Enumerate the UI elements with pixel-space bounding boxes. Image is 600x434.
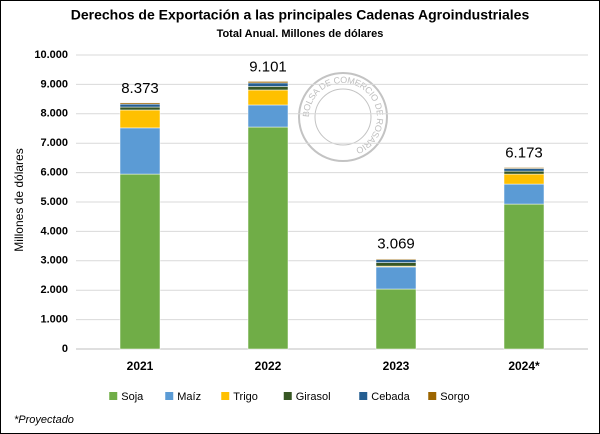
bar-segment	[503, 167, 545, 169]
bar-segment	[503, 183, 545, 205]
bar-segment	[119, 127, 161, 175]
bar-segment	[375, 259, 417, 263]
total-label: 3.069	[377, 236, 415, 253]
footnote: *Proyectado	[14, 414, 74, 426]
chart-subtitle: Total Anual. Millones de dólares	[217, 28, 384, 40]
x-tick-label: 2021	[127, 359, 154, 373]
y-axis-label: Millones de dólares	[12, 148, 26, 251]
total-label: 6.173	[505, 144, 543, 161]
legend-label: Maíz	[177, 391, 201, 403]
x-tick-label: 2024*	[508, 359, 540, 373]
legend-swatch	[165, 392, 174, 400]
bar-segment	[375, 266, 417, 290]
bar-segment	[375, 288, 417, 350]
y-tick-label: 3.000	[40, 255, 68, 267]
bar-segment	[247, 81, 289, 84]
y-tick-label: 7.000	[40, 137, 68, 149]
bar-segment	[119, 102, 161, 105]
legend-label: Girasol	[296, 391, 331, 403]
bar-segment	[503, 168, 545, 172]
y-tick-label: 1.000	[40, 314, 68, 326]
bar-segment	[119, 106, 161, 111]
legend-label: Trigo	[233, 391, 258, 403]
bar-segment	[375, 262, 417, 267]
bar-segment	[247, 126, 289, 350]
legend-swatch	[109, 392, 118, 400]
bar-segment	[503, 203, 545, 350]
bar-segment	[375, 258, 417, 260]
seal-ring	[298, 72, 388, 162]
total-label: 8.373	[121, 80, 159, 97]
y-tick-label: 0	[62, 343, 68, 355]
y-tick-label: 8.000	[40, 108, 68, 120]
bar-segment	[503, 170, 545, 175]
y-tick-label: 2.000	[40, 284, 68, 296]
legend-swatch	[221, 392, 230, 400]
x-tick-label: 2023	[383, 359, 410, 373]
bar-segment	[247, 104, 289, 128]
legend-label: Sorgo	[440, 391, 469, 403]
y-tick-label: 5.000	[40, 196, 68, 208]
y-tick-label: 6.000	[40, 167, 68, 179]
seal-inner	[314, 88, 372, 146]
x-tick-label: 2022	[255, 359, 282, 373]
chart-title: Derechos de Exportación a las principale…	[71, 7, 530, 23]
legend-label: Cebada	[371, 391, 410, 403]
legend-swatch	[359, 392, 368, 400]
y-tick-label: 10.000	[34, 49, 68, 61]
bar-segment	[247, 86, 289, 91]
bar-segment	[119, 173, 161, 350]
legend-swatch	[428, 392, 437, 400]
total-label: 9.101	[249, 58, 287, 75]
bar-segment	[247, 89, 289, 106]
legend-swatch	[283, 392, 292, 400]
bar-segment	[503, 173, 545, 185]
bar-segment	[119, 103, 161, 108]
legend-label: Soja	[121, 391, 144, 403]
bar-segment	[247, 82, 289, 87]
y-tick-label: 4.000	[40, 225, 68, 237]
y-tick-label: 9.000	[40, 78, 68, 90]
bar-segment	[119, 109, 161, 129]
